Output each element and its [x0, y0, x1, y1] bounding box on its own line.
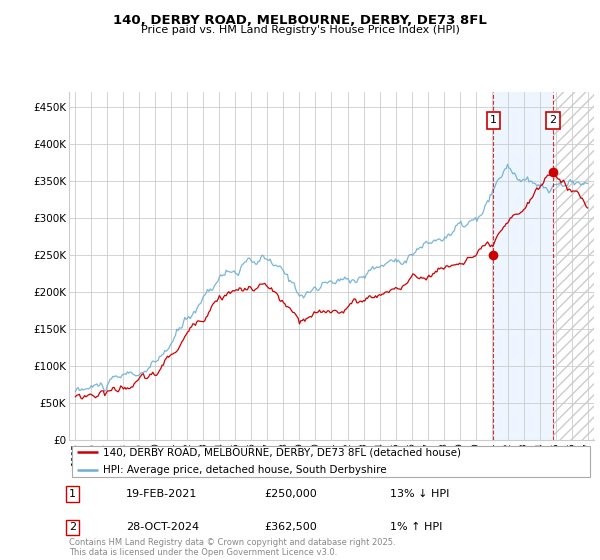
Text: 19-FEB-2021: 19-FEB-2021	[126, 489, 197, 499]
Text: 13% ↓ HPI: 13% ↓ HPI	[390, 489, 449, 499]
Text: 140, DERBY ROAD, MELBOURNE, DERBY, DE73 8FL (detached house): 140, DERBY ROAD, MELBOURNE, DERBY, DE73 …	[103, 447, 461, 457]
Text: Price paid vs. HM Land Registry's House Price Index (HPI): Price paid vs. HM Land Registry's House …	[140, 25, 460, 35]
Text: Contains HM Land Registry data © Crown copyright and database right 2025.
This d: Contains HM Land Registry data © Crown c…	[69, 538, 395, 557]
Bar	[493, 92, 553, 440]
Text: 2: 2	[550, 115, 556, 125]
FancyBboxPatch shape	[71, 446, 590, 477]
Text: 1: 1	[69, 489, 76, 499]
Text: 2: 2	[69, 522, 76, 533]
Text: £362,500: £362,500	[264, 522, 317, 533]
Text: 140, DERBY ROAD, MELBOURNE, DERBY, DE73 8FL: 140, DERBY ROAD, MELBOURNE, DERBY, DE73 …	[113, 14, 487, 27]
Bar	[553, 92, 594, 440]
Text: 1: 1	[490, 115, 497, 125]
Text: 28-OCT-2024: 28-OCT-2024	[126, 522, 199, 533]
Text: £250,000: £250,000	[264, 489, 317, 499]
Text: HPI: Average price, detached house, South Derbyshire: HPI: Average price, detached house, Sout…	[103, 465, 387, 475]
Text: 1% ↑ HPI: 1% ↑ HPI	[390, 522, 442, 533]
